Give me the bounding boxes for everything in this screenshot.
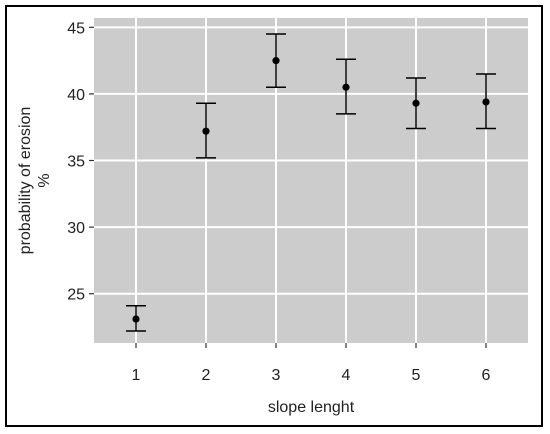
x-tick-label-4: 4 xyxy=(342,367,351,384)
y-axis-title-line-1: probability of erosion xyxy=(17,107,34,255)
data-point-2 xyxy=(202,127,210,135)
y-axis-ticks: 25 30 35 40 45 xyxy=(67,20,94,304)
plot-panel xyxy=(94,18,528,343)
x-tick-label-6: 6 xyxy=(482,367,491,384)
data-point-6 xyxy=(482,98,490,106)
y-tick-label-30: 30 xyxy=(67,220,85,237)
x-tick-label-2: 2 xyxy=(202,367,211,384)
data-point-5 xyxy=(412,99,420,107)
data-point-4 xyxy=(342,83,350,91)
y-axis-title-line-2: % xyxy=(36,173,53,187)
y-axis-title: probability of erosion % xyxy=(17,107,53,255)
data-points xyxy=(132,57,490,323)
x-tick-label-1: 1 xyxy=(132,367,141,384)
y-tick-label-25: 25 xyxy=(67,287,85,304)
data-point-1 xyxy=(132,315,140,323)
data-point-3 xyxy=(272,57,280,65)
x-tick-label-5: 5 xyxy=(412,367,421,384)
x-tick-label-3: 3 xyxy=(272,367,281,384)
y-tick-label-35: 35 xyxy=(67,154,85,171)
y-tick-label-40: 40 xyxy=(67,87,85,104)
y-tick-label-45: 45 xyxy=(67,20,85,37)
grid-major xyxy=(94,18,528,343)
x-axis-ticks: 1 2 3 4 5 6 xyxy=(132,343,491,384)
x-axis-title: slope lenght xyxy=(268,399,355,416)
